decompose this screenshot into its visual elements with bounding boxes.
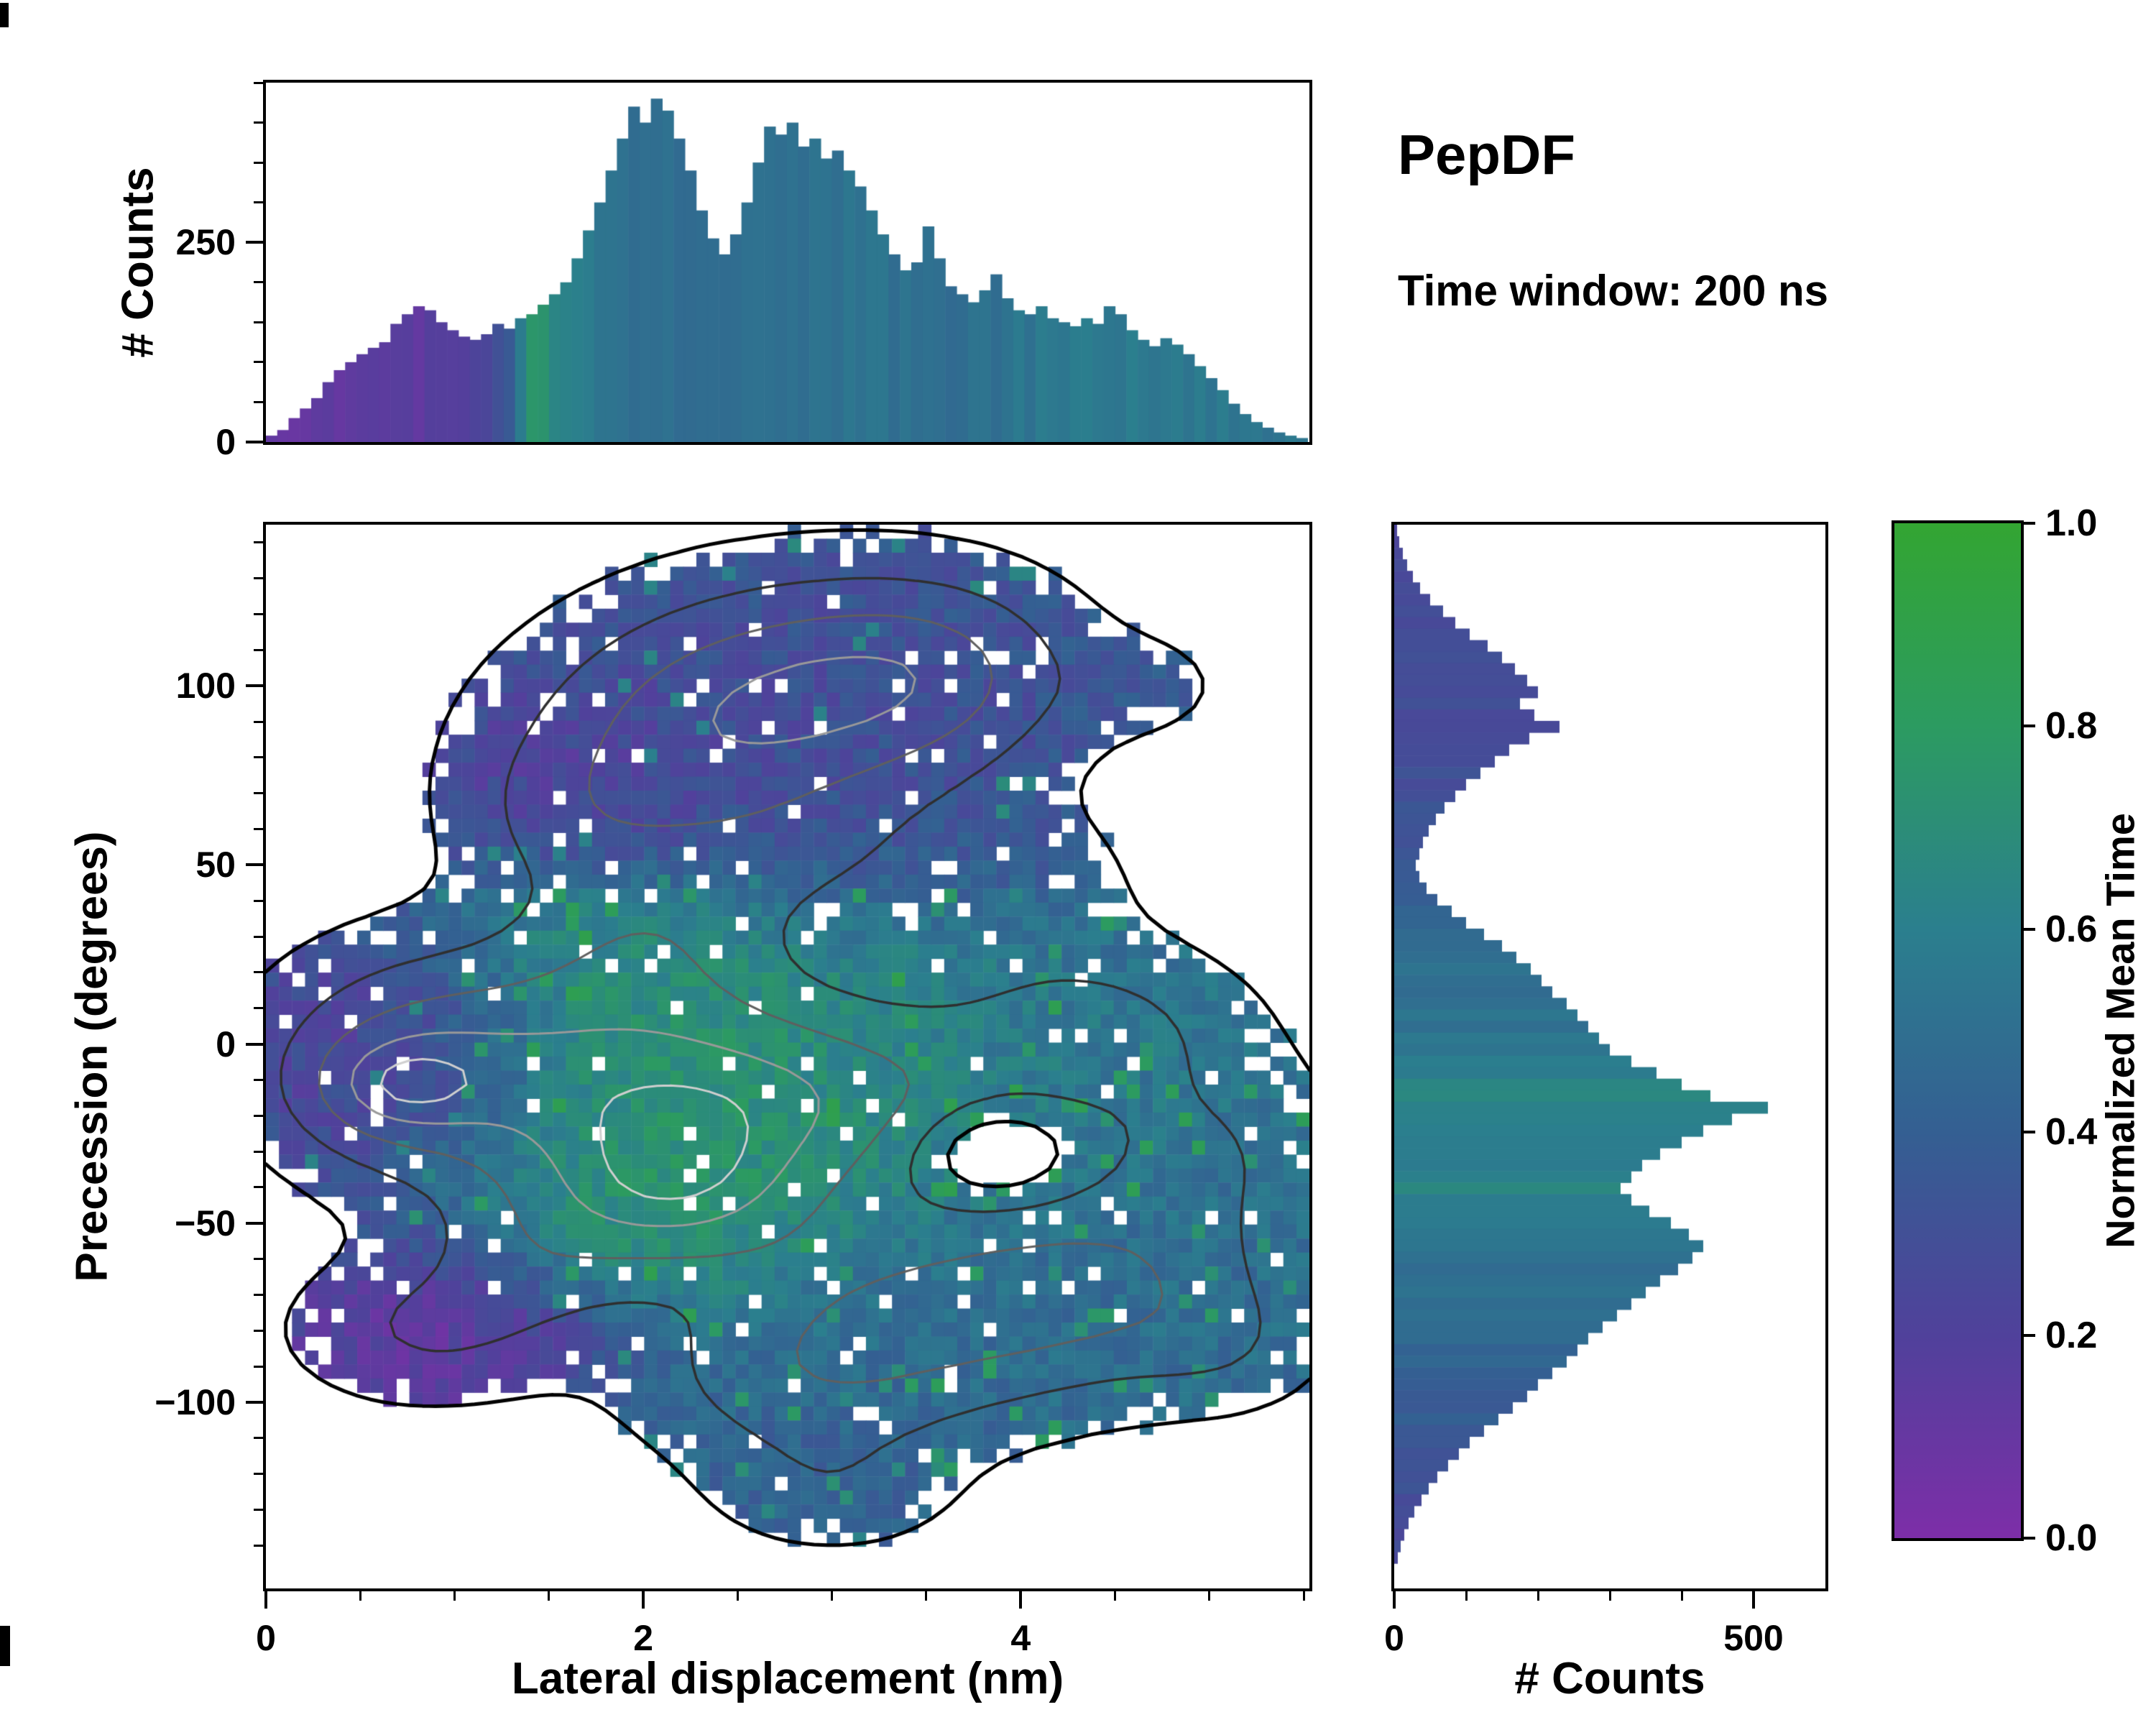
tick-mark: [2024, 1333, 2035, 1337]
tick-mark: [2024, 1537, 2035, 1540]
tick-mark: [642, 1591, 645, 1609]
tick-mark: [1465, 1591, 1468, 1601]
tick-label: 0.6: [2045, 908, 2098, 950]
tick-label: 50: [195, 845, 236, 886]
colorbar-gradient: [1894, 523, 2021, 1538]
tick-mark: [2024, 1131, 2035, 1134]
tick-label: 0: [216, 1024, 236, 1064]
right-histogram-canvas: [1394, 525, 1825, 1588]
tick-mark: [1393, 1591, 1396, 1609]
tick-mark: [254, 1293, 263, 1296]
tick-label: −100: [155, 1381, 236, 1422]
tick-mark: [246, 863, 263, 867]
tick-mark: [548, 1591, 550, 1601]
top-hist-y-axis-label: # Counts: [113, 167, 163, 358]
tick-mark: [1608, 1591, 1611, 1601]
top-histogram-canvas: [266, 83, 1309, 442]
tick-mark: [264, 1591, 267, 1609]
tick-mark: [254, 720, 263, 723]
tick-mark: [1208, 1591, 1211, 1601]
tick-label: 0.0: [2045, 1517, 2098, 1559]
tick-mark: [359, 1591, 361, 1601]
tick-mark: [254, 1544, 263, 1547]
tick-mark: [254, 1365, 263, 1368]
crop-artifact-top-left: [0, 3, 9, 27]
tick-mark: [254, 1007, 263, 1010]
time-window-label: Time window: 200 ns: [1398, 267, 1829, 315]
tick-mark: [1537, 1591, 1539, 1601]
tick-mark: [254, 281, 263, 284]
tick-mark: [246, 684, 263, 688]
tick-mark: [2024, 927, 2035, 931]
tick-mark: [831, 1591, 834, 1601]
tick-mark: [254, 613, 263, 616]
right-hist-x-axis-label: # Counts: [1514, 1654, 1705, 1703]
tick-label: −50: [175, 1202, 236, 1243]
tick-mark: [246, 1221, 263, 1225]
tick-label: 0.8: [2045, 705, 2098, 748]
tick-label: 0.4: [2045, 1111, 2098, 1154]
tick-mark: [246, 241, 263, 244]
tick-mark: [246, 1042, 263, 1046]
tick-mark: [246, 1400, 263, 1404]
tick-mark: [254, 321, 263, 323]
tick-mark: [2024, 724, 2035, 728]
tick-label: 100: [175, 666, 236, 707]
tick-mark: [1302, 1591, 1305, 1601]
tick-mark: [254, 756, 263, 759]
tick-label: 0: [1384, 1618, 1404, 1658]
tick-mark: [254, 361, 263, 364]
plot-title: PepDF: [1398, 123, 1576, 186]
tick-mark: [254, 1437, 263, 1440]
tick-mark: [246, 441, 263, 443]
tick-mark: [1680, 1591, 1683, 1601]
tick-mark: [254, 792, 263, 795]
tick-label: 0.2: [2045, 1314, 2098, 1356]
tick-mark: [925, 1591, 928, 1601]
tick-label: 0: [216, 422, 236, 462]
tick-mark: [254, 935, 263, 938]
tick-mark: [254, 1186, 263, 1189]
tick-mark: [254, 81, 263, 84]
tick-mark: [736, 1591, 739, 1601]
tick-label: 0: [256, 1618, 276, 1658]
tick-mark: [254, 899, 263, 902]
tick-mark: [254, 1078, 263, 1081]
main-x-axis-label: Lateral displacement (nm): [511, 1654, 1064, 1703]
tick-mark: [1752, 1591, 1755, 1609]
tick-mark: [254, 648, 263, 651]
tick-label: 250: [175, 222, 236, 263]
tick-mark: [2024, 522, 2035, 525]
tick-mark: [254, 201, 263, 204]
tick-mark: [453, 1591, 456, 1601]
tick-mark: [254, 161, 263, 164]
tick-label: 4: [1010, 1618, 1031, 1658]
tick-mark: [254, 828, 263, 831]
tick-label: 500: [1723, 1618, 1784, 1658]
tick-mark: [1019, 1591, 1023, 1609]
main-y-axis-label: Precession (degrees): [67, 831, 117, 1282]
crop-artifact-bottom-left: [0, 1626, 10, 1666]
colorbar-label: Normalized Mean Time: [2097, 813, 2143, 1248]
tick-mark: [254, 1329, 263, 1332]
tick-mark: [254, 1473, 263, 1476]
tick-mark: [254, 1508, 263, 1511]
tick-label: 1.0: [2045, 502, 2098, 544]
tick-mark: [254, 1258, 263, 1261]
tick-mark: [1114, 1591, 1117, 1601]
tick-mark: [254, 400, 263, 403]
tick-mark: [254, 121, 263, 124]
tick-mark: [254, 1114, 263, 1117]
tick-mark: [254, 971, 263, 974]
tick-label: 2: [633, 1618, 654, 1658]
main-heatmap-canvas: [266, 525, 1309, 1588]
tick-mark: [254, 1150, 263, 1153]
tick-mark: [254, 577, 263, 580]
tick-mark: [254, 541, 263, 544]
